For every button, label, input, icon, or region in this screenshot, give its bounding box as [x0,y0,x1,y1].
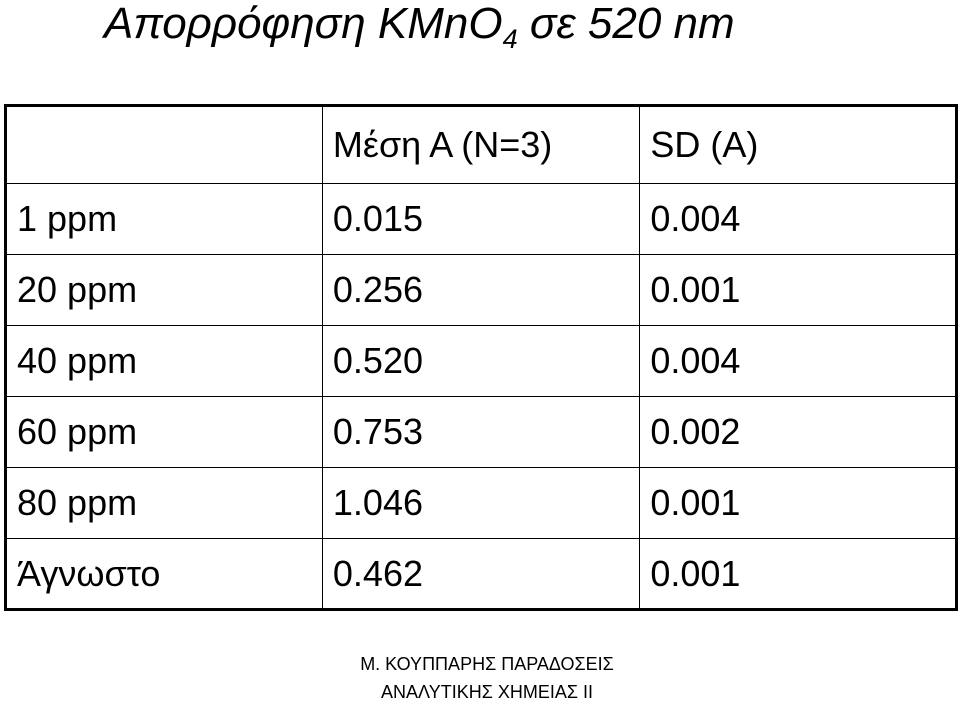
table-row: 60 ppm 0.753 0.002 [5,396,957,468]
row-label: 40 ppm [5,325,323,397]
table-row: 1 ppm 0.015 0.004 [5,183,957,255]
table-row: 40 ppm 0.520 0.004 [5,325,957,397]
row-mean: 1.046 [321,467,641,539]
title-main: Απορρόφηση KMnO [104,0,503,48]
header-cell-label [5,105,323,184]
header-cell-sd: SD (A) [639,105,957,184]
row-mean: 0.462 [321,538,641,610]
row-label: 60 ppm [5,396,323,468]
row-mean: 0.520 [321,325,641,397]
title-subscript: 4 [502,24,518,54]
row-sd: 0.004 [639,325,957,397]
row-label: 20 ppm [5,254,323,326]
row-sd: 0.001 [639,467,957,539]
footer-credit: Μ. ΚΟΥΠΠΑΡΗΣ ΠΑΡΑΔΟΣΕΙΣ ΑΝΑΛΥΤΙΚΗΣ ΧΗΜΕΙ… [332,650,642,706]
title-rest: σε 520 nm [529,0,735,48]
row-sd: 0.001 [639,538,957,610]
row-sd: 0.004 [639,183,957,255]
row-sd: 0.002 [639,396,957,468]
row-label: Άγνωστο [5,538,323,610]
row-mean: 0.256 [321,254,641,326]
footer-line-1: Μ. ΚΟΥΠΠΑΡΗΣ ΠΑΡΑΔΟΣΕΙΣ [360,654,614,674]
row-sd: 0.001 [639,254,957,326]
table-row: 80 ppm 1.046 0.001 [5,467,957,539]
page-title: Απορρόφηση KMnO4 σε 520 nm [104,0,735,54]
row-label: 1 ppm [5,183,323,255]
table-row: Άγνωστο 0.462 0.001 [5,538,957,610]
row-mean: 0.015 [321,183,641,255]
table-header-row: Μέση Α (Ν=3) SD (A) [5,105,957,184]
absorbance-table: Μέση Α (Ν=3) SD (A) 1 ppm 0.015 0.004 20… [4,104,958,611]
footer-line-2: ΑΝΑΛΥΤΙΚΗΣ ΧΗΜΕΙΑΣ ΙΙ [381,682,593,702]
header-cell-mean: Μέση Α (Ν=3) [321,105,641,184]
table-row: 20 ppm 0.256 0.001 [5,254,957,326]
row-mean: 0.753 [321,396,641,468]
row-label: 80 ppm [5,467,323,539]
